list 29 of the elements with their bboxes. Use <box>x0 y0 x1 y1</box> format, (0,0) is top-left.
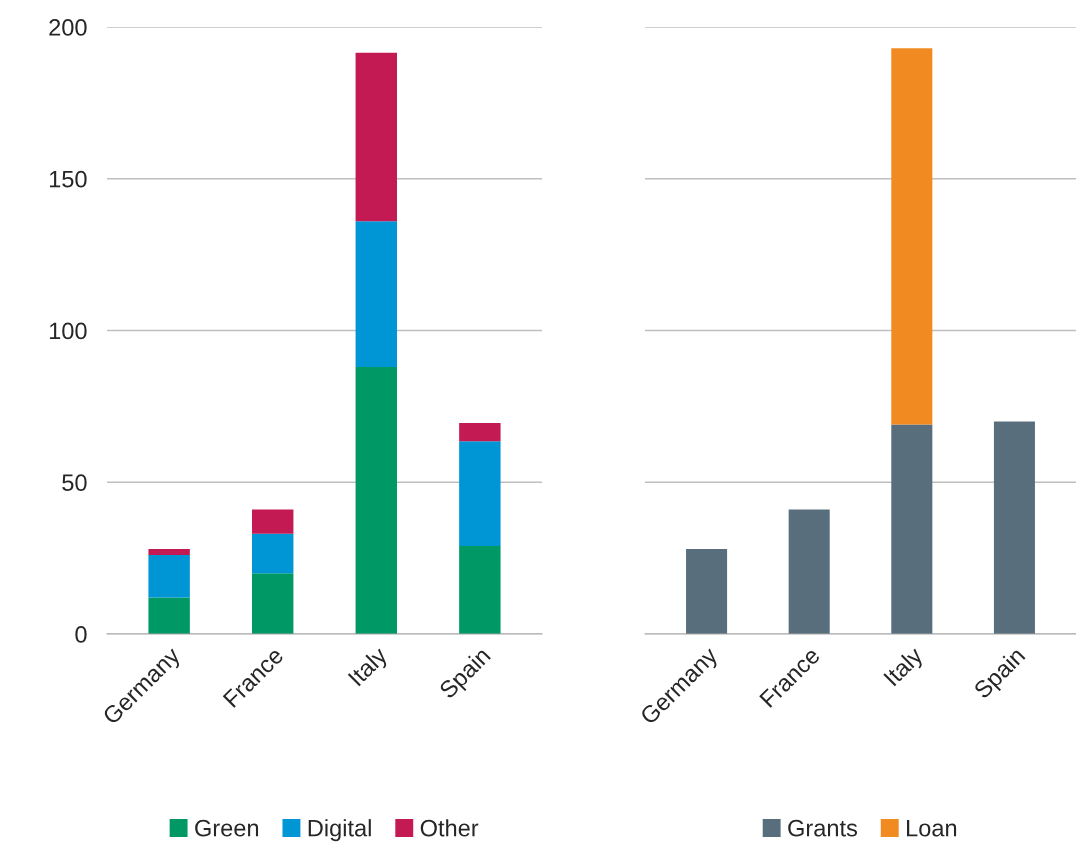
bar <box>148 555 190 598</box>
bar <box>252 533 294 574</box>
bar <box>459 423 501 442</box>
bar <box>355 221 397 367</box>
y-tick-label: 0 <box>75 626 87 643</box>
y-tick-label: 50 <box>62 474 87 492</box>
bar <box>891 424 933 634</box>
x-tick-label: Italy <box>882 645 928 690</box>
legend-label: Other <box>420 819 479 837</box>
bar <box>459 545 501 634</box>
bar <box>148 597 190 634</box>
y-tick-label: 100 <box>49 322 87 340</box>
y-tick-label: 150 <box>49 170 87 188</box>
legend-label: Loan <box>907 820 957 837</box>
legend-label: Green <box>195 819 259 837</box>
bar <box>148 549 190 556</box>
bar <box>686 549 728 634</box>
legend-label: Digital <box>308 819 371 842</box>
y-tick-label: 200 <box>49 19 87 36</box>
x-tick-label: Italy <box>347 645 392 690</box>
legend-label: Grants <box>788 819 858 837</box>
bar <box>788 509 830 634</box>
bar <box>459 441 501 546</box>
bar <box>252 509 294 534</box>
bar <box>355 52 397 222</box>
bar <box>993 421 1035 634</box>
bar <box>355 366 397 634</box>
bar <box>252 573 294 634</box>
bar <box>891 48 933 425</box>
